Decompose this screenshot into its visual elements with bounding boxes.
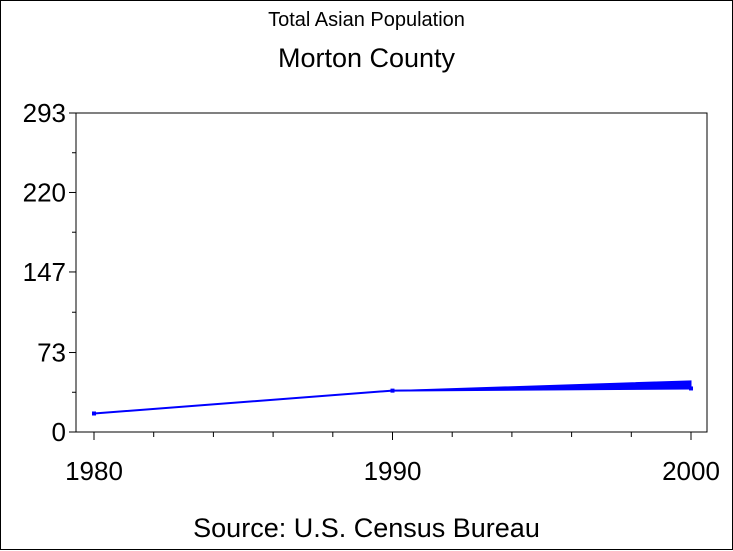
data-point bbox=[390, 388, 395, 393]
y-tick-label: 0 bbox=[52, 417, 66, 447]
series-group bbox=[92, 380, 693, 416]
x-axis: 1980 1990 2000 bbox=[65, 432, 720, 486]
data-point bbox=[689, 386, 693, 391]
y-tick-label: 147 bbox=[23, 257, 66, 287]
x-tick-label: 1990 bbox=[364, 456, 422, 486]
x-tick-label: 1980 bbox=[65, 456, 123, 486]
y-tick-label: 293 bbox=[23, 98, 66, 128]
y-tick-label: 73 bbox=[37, 338, 66, 368]
x-tick-label: 2000 bbox=[662, 456, 720, 486]
chart-subtitle: Morton County bbox=[277, 43, 456, 73]
source-footnote: Source: U.S. Census Bureau bbox=[193, 513, 540, 543]
series-band bbox=[93, 380, 692, 414]
plot-frame bbox=[75, 112, 708, 433]
y-axis: 0 73 147 220 293 bbox=[23, 98, 76, 447]
y-tick-label: 220 bbox=[23, 177, 66, 207]
chart-title: Total Asian Population bbox=[268, 9, 465, 31]
data-point bbox=[92, 411, 96, 416]
